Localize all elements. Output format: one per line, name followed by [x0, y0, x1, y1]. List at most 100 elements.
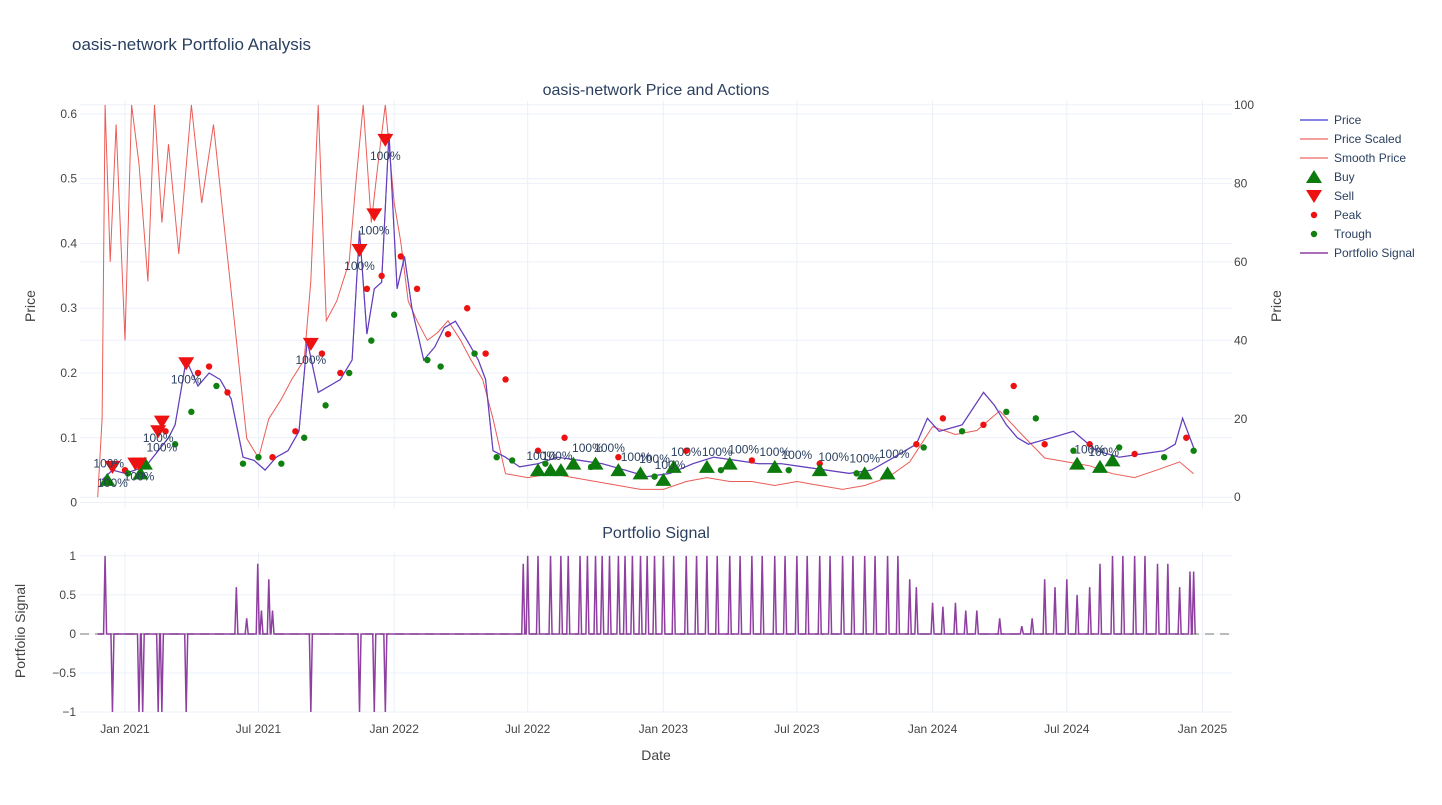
peak-marker: [502, 376, 509, 383]
peak-marker: [1086, 441, 1093, 448]
legend-label: Price: [1334, 113, 1362, 127]
action-annotation: 100%: [728, 442, 759, 456]
x-tick-label: Jan 2024: [908, 722, 958, 736]
peak-marker: [482, 350, 489, 357]
x-tick-label: Jan 2022: [369, 722, 419, 736]
peak-marker: [318, 350, 326, 357]
price-y-tick-label: 0.1: [60, 431, 77, 445]
legend-label: Portfolio Signal: [1334, 246, 1415, 260]
price-y2-tick-label: 60: [1234, 255, 1248, 269]
signal-y-tick-label: 0: [69, 627, 76, 641]
legend-swatch-peak[interactable]: [1310, 211, 1318, 219]
buy-marker: [655, 472, 672, 486]
buy-marker: [721, 456, 738, 470]
action-annotation: 100%: [594, 441, 625, 455]
sell-marker: [178, 357, 195, 371]
buy-marker: [529, 463, 546, 477]
sell-marker: [351, 243, 368, 257]
signal-subplot-title: Portfolio Signal: [602, 525, 710, 542]
buy-marker: [1104, 453, 1121, 467]
trough-marker: [651, 473, 658, 480]
price-subplot-title: oasis-network Price and Actions: [543, 82, 770, 99]
action-annotation: 100%: [655, 458, 686, 472]
sell-marker: [366, 208, 383, 222]
price-y-tick-label: 0: [70, 496, 77, 510]
peak-marker: [561, 434, 568, 441]
buy-marker: [565, 456, 582, 470]
x-tick-label: Jan 2023: [639, 722, 689, 736]
peak-marker: [397, 253, 405, 260]
legend-label: Peak: [1334, 208, 1362, 222]
action-annotation: 100%: [97, 476, 128, 490]
buy-marker: [632, 466, 649, 480]
peak-marker: [615, 453, 622, 461]
trough-marker: [322, 402, 329, 409]
trough-marker: [345, 369, 353, 377]
markers-layer: [99, 133, 1197, 486]
peak-marker: [463, 305, 471, 312]
legend-label: Smooth Price: [1334, 151, 1406, 165]
trough-marker: [278, 460, 285, 467]
buy-marker: [1091, 459, 1108, 473]
price-y2-tick-label: 0: [1234, 490, 1241, 504]
price-y-tick-label: 0.4: [60, 236, 77, 250]
legend-swatch-buy[interactable]: [1306, 170, 1322, 183]
buy-marker: [698, 459, 715, 473]
action-annotation: 100%: [621, 450, 652, 464]
action-annotation: 100%: [124, 470, 155, 484]
peak-marker: [913, 441, 920, 448]
action-annotation: 100%: [639, 452, 670, 466]
portfolio-signal-line: [97, 555, 1196, 713]
action-annotation: 100%: [143, 431, 174, 445]
action-annotation: 100%: [782, 448, 813, 462]
x-axis-title: Date: [641, 747, 671, 763]
peak-marker: [337, 369, 344, 377]
x-tick-label: Jul 2021: [236, 722, 282, 736]
trough-marker: [1115, 444, 1123, 451]
peak-marker: [1010, 382, 1017, 390]
signal-y-tick-label: 1: [69, 549, 76, 563]
smooth-price-line: [101, 133, 1195, 481]
peak-marker: [748, 457, 756, 464]
peak-marker: [939, 415, 947, 422]
trough-marker: [171, 441, 179, 448]
price-scaled-line: [97, 104, 1194, 498]
price-y-axis-title: Price: [22, 290, 38, 322]
trough-marker: [1190, 447, 1197, 454]
action-annotation: 100%: [879, 447, 910, 461]
trough-marker: [124, 470, 132, 477]
peak-marker: [413, 285, 421, 293]
chart-title: oasis-network Portfolio Analysis: [72, 35, 311, 54]
peak-marker: [363, 285, 371, 293]
action-annotation: 100%: [759, 445, 790, 459]
action-annotation: 100%: [171, 372, 202, 386]
action-annotation: 100%: [359, 224, 390, 238]
trough-marker: [508, 457, 516, 464]
sell-marker: [153, 415, 170, 429]
trough-marker: [239, 460, 247, 467]
legend-swatch-sell[interactable]: [1306, 190, 1322, 203]
trough-marker: [424, 356, 431, 364]
price-y2-tick-label: 20: [1234, 412, 1248, 426]
peak-marker: [194, 369, 202, 377]
signal-y-tick-label: −1: [62, 705, 76, 719]
trough-marker: [188, 408, 195, 416]
legend[interactable]: Price Price Scaled Smooth Price Buy Sell Peak…: [1300, 113, 1415, 260]
buy-marker: [552, 463, 569, 477]
x-tick-label: Jan 2025: [1178, 722, 1228, 736]
trough-marker: [785, 466, 792, 474]
sell-marker: [302, 337, 319, 351]
trough-marker: [1070, 447, 1077, 454]
ticks-layer: Jan 2021 Jul 2021 Jan 2022 Jul 2022 Jan 2023…: [52, 98, 1254, 736]
annotations-layer: 100%100%100%100%100%100%100%100%100%100%…: [93, 149, 1119, 490]
legend-swatch-trough[interactable]: [1310, 230, 1318, 238]
peak-marker: [980, 421, 987, 429]
price-y-tick-label: 0.2: [60, 366, 77, 380]
buy-marker: [665, 459, 682, 473]
peak-marker: [378, 272, 385, 280]
legend-label: Buy: [1334, 170, 1355, 184]
price-y-tick-label: 0.3: [60, 301, 77, 315]
action-annotation: 100%: [93, 457, 124, 471]
x-tick-label: Jul 2023: [774, 722, 820, 736]
buy-marker: [610, 463, 627, 477]
